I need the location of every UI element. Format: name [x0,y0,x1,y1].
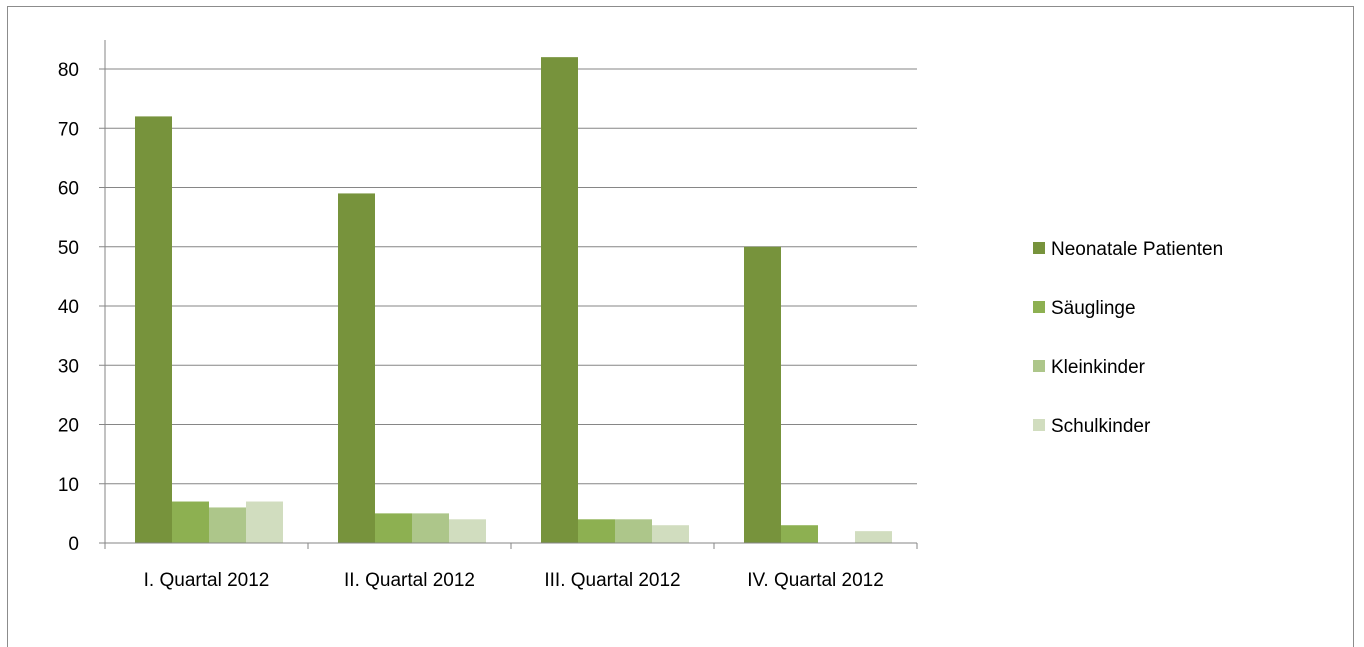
bar-säuglinge-4 [781,525,818,543]
y-tick-label: 50 [58,238,79,259]
legend-label: Säuglinge [1051,298,1136,319]
bars [135,57,892,544]
y-tick-label: 60 [58,179,79,200]
bar-schulkinder-3 [652,525,689,543]
bar-säuglinge-3 [578,519,615,543]
legend-swatch [1033,301,1045,313]
legend-label: Schulkinder [1051,416,1151,437]
legend-swatch [1033,242,1045,254]
y-tick-label: 80 [58,60,79,81]
x-tick-label: IV. Quartal 2012 [747,570,884,591]
x-tick-label: I. Quartal 2012 [144,570,270,591]
bar-neonatale-patienten-4 [744,246,781,543]
bar-säuglinge-2 [375,513,412,543]
y-tick-label: 30 [58,356,79,377]
legend-label: Kleinkinder [1051,357,1146,378]
axes [99,40,918,549]
bar-neonatale-patienten-3 [541,57,578,544]
bar-säuglinge-1 [172,501,209,543]
gridlines [105,68,917,485]
y-tick-label: 0 [68,534,79,555]
legend-swatch [1033,360,1045,372]
legend: Neonatale Patienten Säuglinge Kleinkinder S… [1033,239,1223,437]
bar-kleinkinder-1 [209,507,246,543]
y-tick-label: 10 [58,475,79,496]
legend-swatch [1033,419,1045,431]
x-tick-label: III. Quartal 2012 [544,570,680,591]
tick-labels: 0 10 20 30 40 50 60 70 80 I. Quartal 2012 II. Quar… [58,60,884,591]
bar-neonatale-patienten-2 [338,193,375,544]
bar-schulkinder-1 [246,501,283,543]
x-tick-label: II. Quartal 2012 [344,570,475,591]
y-tick-label: 40 [58,297,79,318]
legend-label: Neonatale Patienten [1051,239,1223,260]
bar-kleinkinder-2 [412,513,449,543]
bar-neonatale-patienten-1 [135,116,172,544]
bar-schulkinder-4 [855,531,892,543]
y-tick-label: 70 [58,119,79,140]
bar-schulkinder-2 [449,519,486,543]
y-tick-label: 20 [58,416,79,437]
bar-kleinkinder-3 [615,519,652,543]
